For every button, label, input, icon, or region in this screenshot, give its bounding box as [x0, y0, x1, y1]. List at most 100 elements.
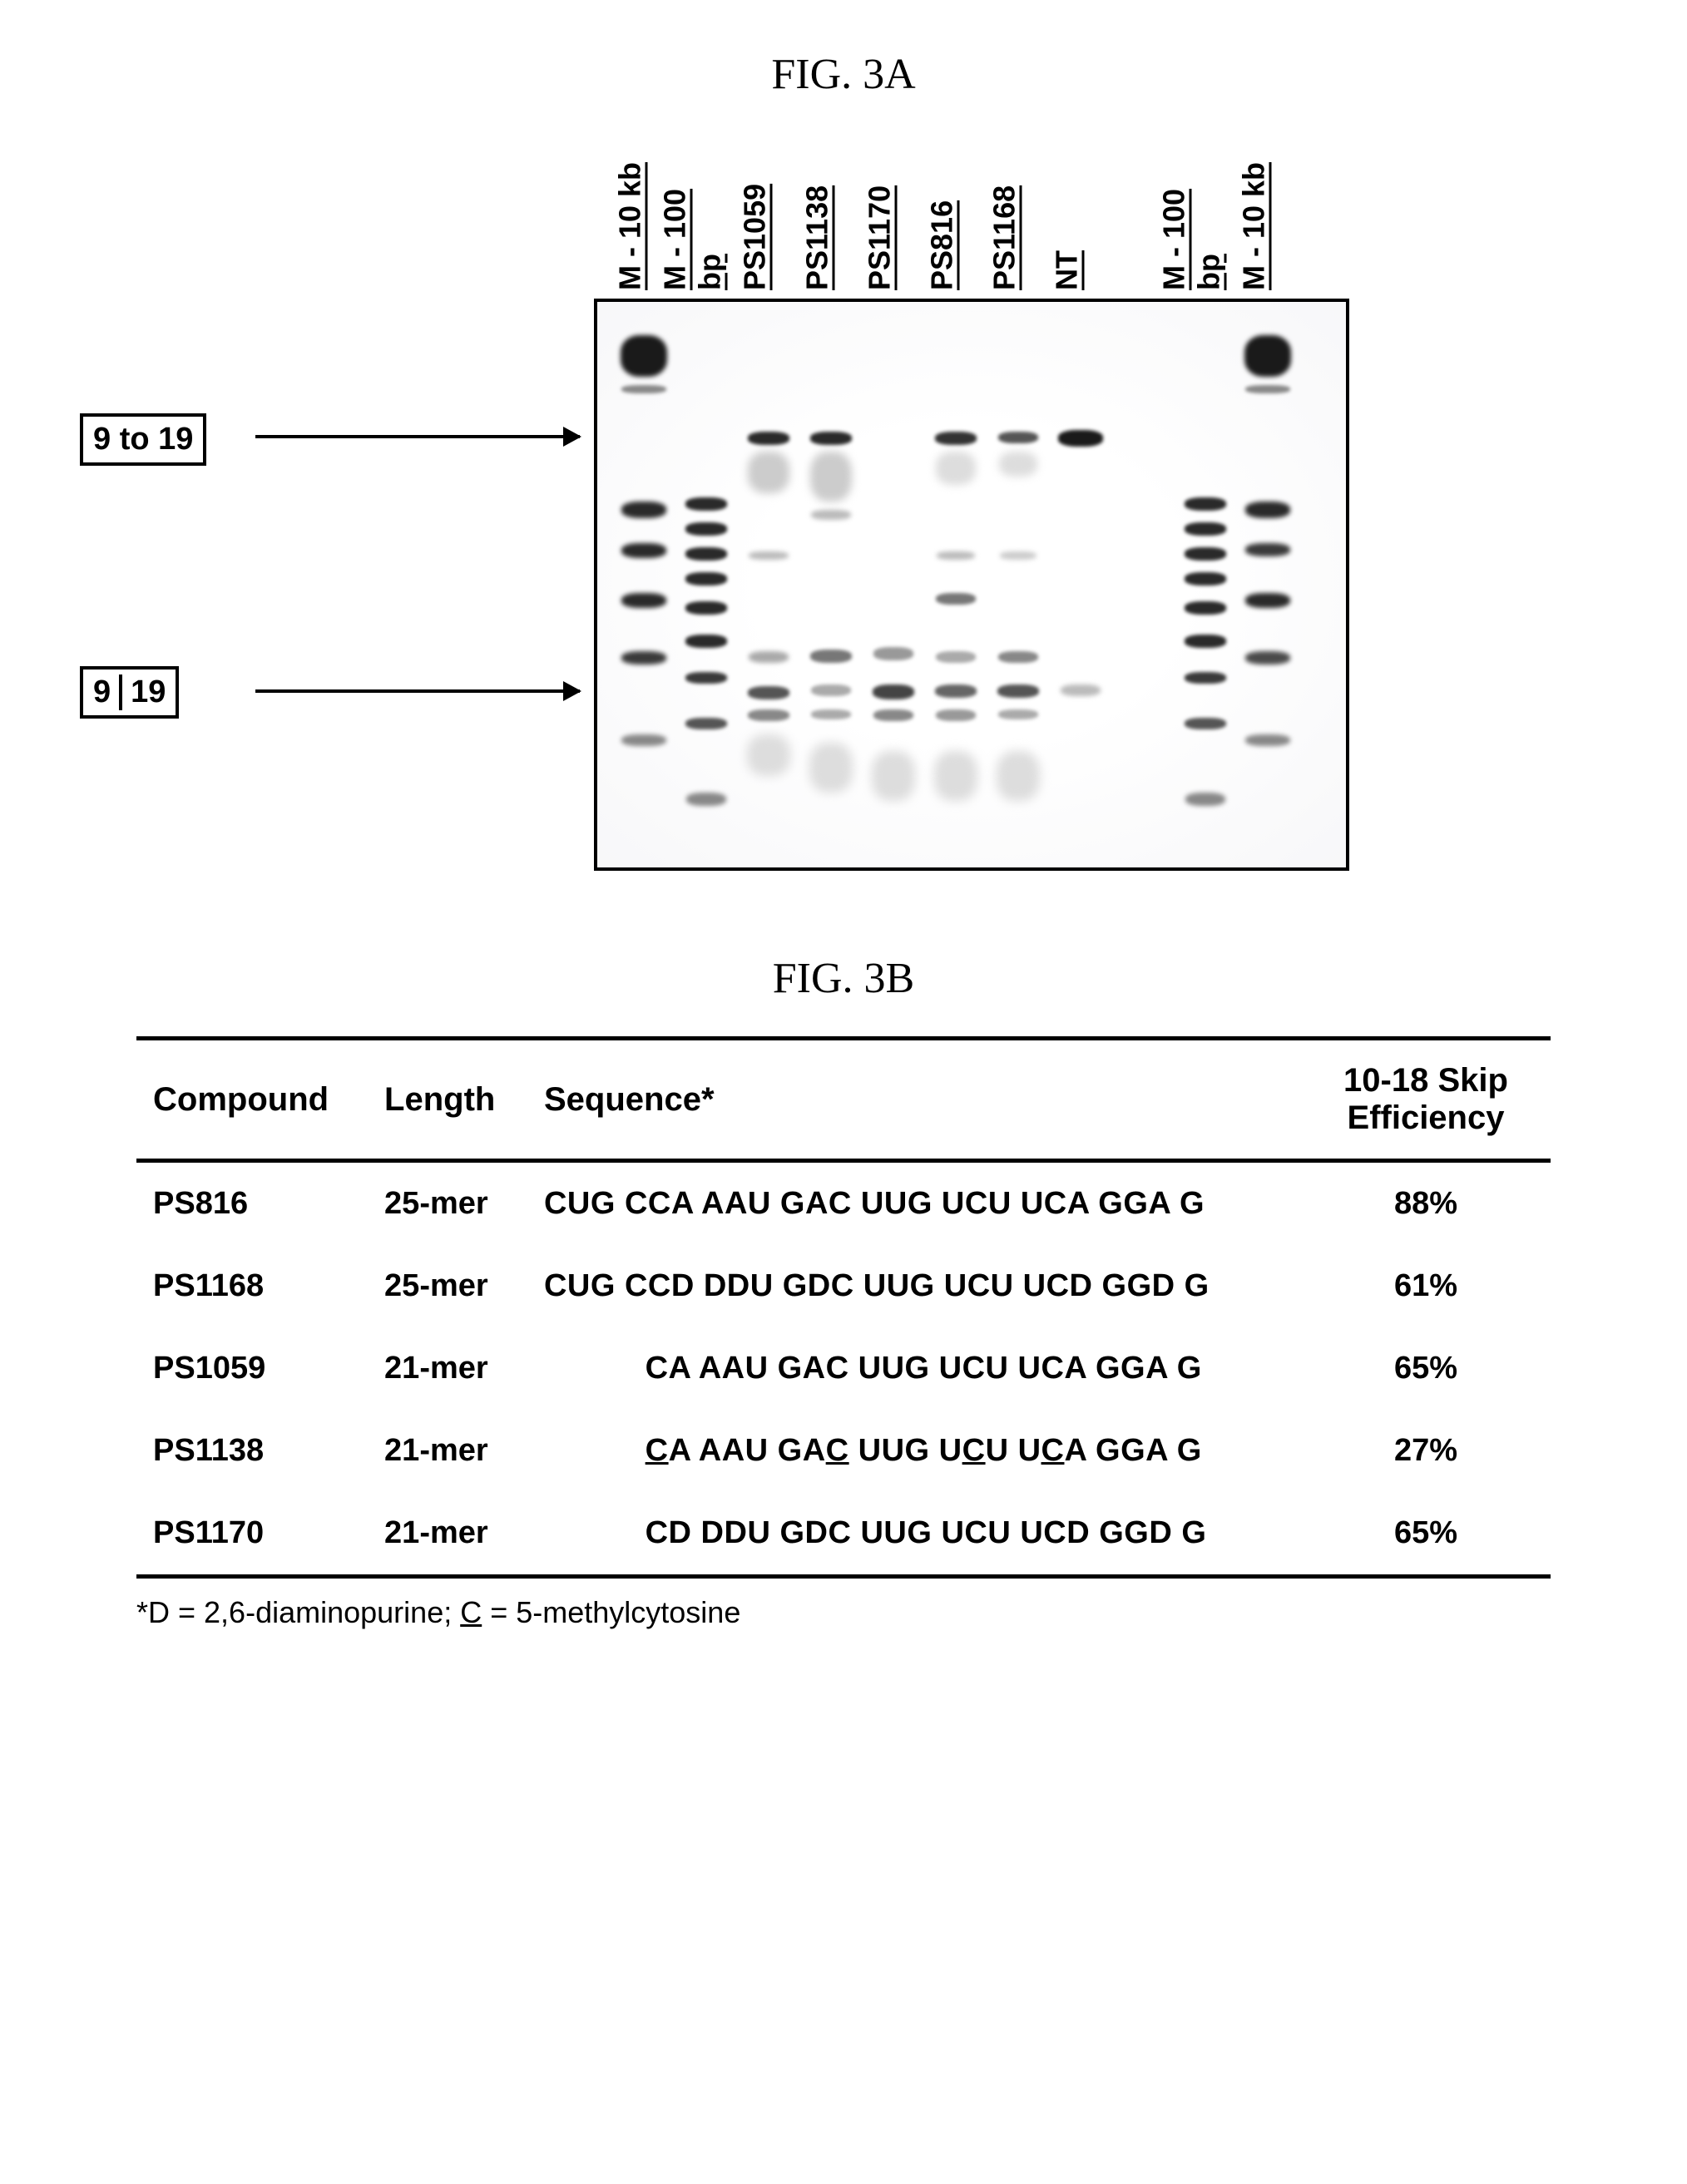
gel-lane — [619, 302, 669, 867]
gel-band — [998, 709, 1038, 719]
cell-compound: PS1170 — [136, 1492, 368, 1577]
gel-band — [1245, 651, 1290, 665]
cell-compound: PS1168 — [136, 1245, 368, 1327]
gel-band — [686, 793, 726, 806]
cell-efficiency: 65% — [1301, 1327, 1551, 1410]
gel-lane — [806, 302, 856, 867]
lane-label: PS1170 — [848, 149, 911, 290]
gel-image — [594, 299, 1349, 871]
cell-length: 21-mer — [368, 1410, 527, 1492]
gel-band — [873, 647, 913, 660]
gel-band — [1245, 734, 1290, 746]
gel-band — [936, 709, 976, 721]
gel-band — [621, 335, 667, 377]
cell-efficiency: 88% — [1301, 1161, 1551, 1246]
gel-band — [748, 432, 789, 445]
gel-band — [1185, 522, 1226, 536]
cell-sequence: CUG CCD DDU GDC UUG UCU UCD GGD G — [527, 1245, 1301, 1327]
sequence-table: Compound Length Sequence* 10-18 Skip Eff… — [136, 1036, 1551, 1579]
footnote-c: C — [460, 1595, 482, 1629]
gel-band — [748, 452, 789, 493]
gel-band — [998, 432, 1038, 443]
gel-band — [749, 551, 789, 560]
gel-lane — [1180, 302, 1230, 867]
gel-band — [685, 718, 727, 729]
gel-band — [621, 593, 666, 608]
gel-lane — [744, 302, 794, 867]
gel-band — [811, 684, 851, 696]
gel-band — [621, 651, 666, 665]
lane-label: PS1138 — [786, 149, 848, 290]
gel-band — [1185, 497, 1226, 511]
band-label-lower: 9 19 — [80, 666, 179, 719]
gel-band — [937, 551, 975, 560]
lane-label: M - 10 kb — [599, 149, 661, 290]
lane-label: PS1059 — [724, 149, 786, 290]
footnote-suffix: = 5-methylcytosine — [482, 1595, 740, 1629]
cell-length: 25-mer — [368, 1161, 527, 1246]
gel-band — [748, 686, 789, 699]
cell-compound: PS1059 — [136, 1327, 368, 1410]
band-label-divider — [119, 674, 122, 710]
gel-band — [811, 510, 851, 520]
gel-band — [685, 572, 727, 586]
gel-band — [935, 432, 977, 445]
cell-efficiency: 27% — [1301, 1410, 1551, 1492]
gel-band — [934, 751, 977, 801]
gel-band — [748, 709, 789, 721]
cell-compound: PS1138 — [136, 1410, 368, 1492]
gel-band — [1058, 430, 1103, 447]
gel-band — [1185, 547, 1226, 561]
gel-band — [936, 593, 976, 605]
gel-band — [1245, 593, 1290, 608]
table-row: PS81625-merCUG CCA AAU GAC UUG UCU UCA G… — [136, 1161, 1551, 1246]
gel-band — [935, 684, 977, 698]
table-row: PS113821-mer CA AAU GAC UUG UCU UCA GGA … — [136, 1410, 1551, 1492]
cell-length: 21-mer — [368, 1492, 527, 1577]
band-label-upper-text: 9 to 19 — [93, 422, 193, 457]
sequence-table-container: Compound Length Sequence* 10-18 Skip Eff… — [136, 1036, 1551, 1630]
gel-band — [685, 522, 727, 536]
gel-band — [1061, 684, 1101, 696]
table-row: PS117021-mer CD DDU GDC UUG UCU UCD GGD … — [136, 1492, 1551, 1577]
gel-lane — [681, 302, 731, 867]
cell-efficiency: 65% — [1301, 1492, 1551, 1577]
gel-band — [621, 502, 666, 518]
table-footnote: *D = 2,6-diaminopurine; C = 5-methylcyto… — [136, 1595, 1551, 1630]
header-length: Length — [368, 1039, 527, 1161]
header-sequence: Sequence* — [527, 1039, 1301, 1161]
cell-sequence: CA AAU GAC UUG UCU UCA GGA G — [527, 1327, 1301, 1410]
lane-label: PS816 — [911, 149, 973, 290]
gel-band — [873, 684, 914, 699]
cell-length: 25-mer — [368, 1245, 527, 1327]
gel-lane — [993, 302, 1043, 867]
gel-band — [1185, 793, 1225, 806]
cell-sequence: CD DDU GDC UUG UCU UCD GGD G — [527, 1492, 1301, 1577]
gel-band — [1244, 335, 1291, 377]
gel-band — [810, 452, 852, 502]
gel-band — [936, 651, 976, 663]
gel-band — [621, 385, 666, 393]
table-row: PS105921-mer CA AAU GAC UUG UCU UCA GGA … — [136, 1327, 1551, 1410]
gel-lane — [1056, 302, 1106, 867]
lane-label — [1098, 149, 1160, 290]
gel-band — [811, 709, 851, 719]
gel-band — [997, 751, 1040, 801]
header-compound: Compound — [136, 1039, 368, 1161]
gel-band — [1000, 551, 1036, 560]
gel-band — [997, 684, 1039, 698]
arrow-upper — [255, 435, 580, 438]
gel-band — [999, 452, 1037, 477]
gel-band — [936, 452, 976, 485]
gel-band — [1185, 601, 1226, 615]
arrow-lower — [255, 689, 580, 693]
gel-lane — [868, 302, 918, 867]
band-label-lower-right: 19 — [131, 674, 166, 710]
cell-length: 21-mer — [368, 1327, 527, 1410]
gel-lane — [1243, 302, 1293, 867]
figure-b-title: FIG. 3B — [33, 954, 1654, 1003]
gel-band — [621, 734, 666, 746]
gel-band — [685, 672, 727, 684]
gel-band — [1185, 635, 1226, 648]
gel-band — [685, 601, 727, 615]
